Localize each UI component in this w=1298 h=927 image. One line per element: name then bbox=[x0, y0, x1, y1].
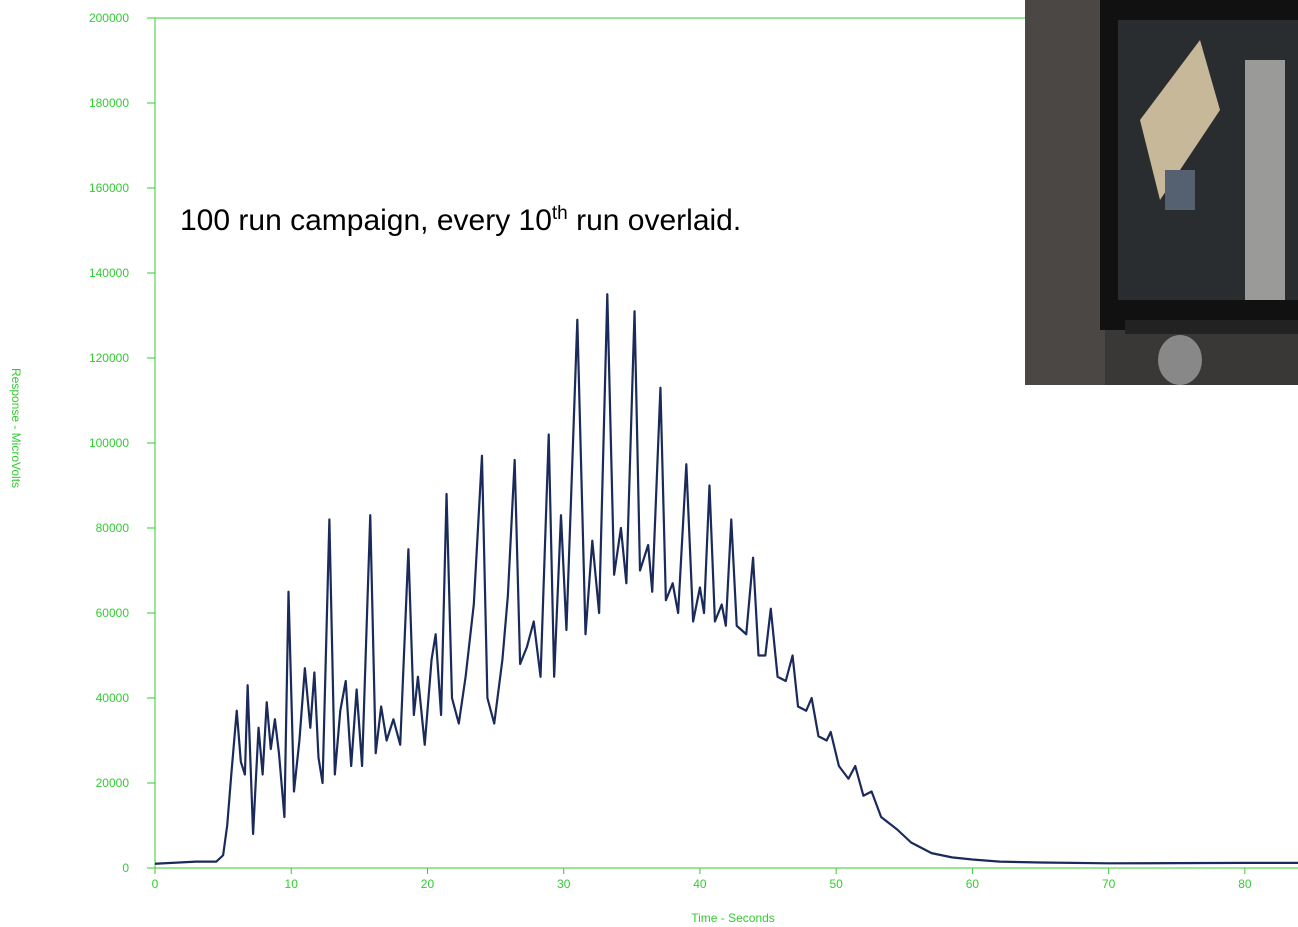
data-line bbox=[154, 293, 1298, 865]
photo-regulator bbox=[1165, 170, 1195, 210]
y-tick-label: 100000 bbox=[89, 436, 129, 450]
photo-base bbox=[1125, 320, 1298, 334]
y-tick-label: 0 bbox=[122, 861, 129, 875]
x-tick-label: 10 bbox=[285, 877, 299, 891]
y-tick-label: 60000 bbox=[96, 606, 130, 620]
y-tick-label: 140000 bbox=[89, 266, 129, 280]
photo-instrument bbox=[1245, 60, 1285, 300]
annotation: 100 run campaign, every 10th run overlai… bbox=[180, 203, 741, 237]
x-tick-label: 0 bbox=[152, 877, 159, 891]
y-tick-label: 20000 bbox=[96, 776, 130, 790]
x-tick-label: 20 bbox=[421, 877, 435, 891]
y-tick-label: 120000 bbox=[89, 351, 129, 365]
chart-axes: 0 20000 40000 60000 80000 100000 120000 140000 1… bbox=[89, 11, 1298, 891]
x-tick-label: 30 bbox=[557, 877, 571, 891]
y-tick-label: 80000 bbox=[96, 521, 130, 535]
y-tick-label: 40000 bbox=[96, 691, 130, 705]
y-tick-label: 180000 bbox=[89, 96, 129, 110]
photo-wheel bbox=[1158, 335, 1202, 385]
annotation-superscript: th bbox=[552, 203, 568, 224]
y-axis-label: Response - MicroVolts bbox=[9, 368, 23, 488]
x-axis-label: Time - Seconds bbox=[691, 911, 775, 925]
x-tick-label: 50 bbox=[829, 877, 843, 891]
photo-floor bbox=[1025, 0, 1105, 385]
annotation-text: 100 run campaign, every 10 bbox=[180, 204, 552, 237]
series-layer bbox=[154, 293, 1298, 865]
x-tick-label: 80 bbox=[1238, 877, 1252, 891]
x-tick-label: 70 bbox=[1102, 877, 1116, 891]
x-tick-label: 60 bbox=[966, 877, 980, 891]
photo bbox=[1025, 0, 1298, 385]
y-tick-label: 160000 bbox=[89, 181, 129, 195]
x-tick-label: 40 bbox=[693, 877, 707, 891]
photo-panel bbox=[1140, 40, 1220, 200]
annotation-text: run overlaid. bbox=[568, 204, 741, 237]
y-tick-label: 200000 bbox=[89, 11, 129, 25]
